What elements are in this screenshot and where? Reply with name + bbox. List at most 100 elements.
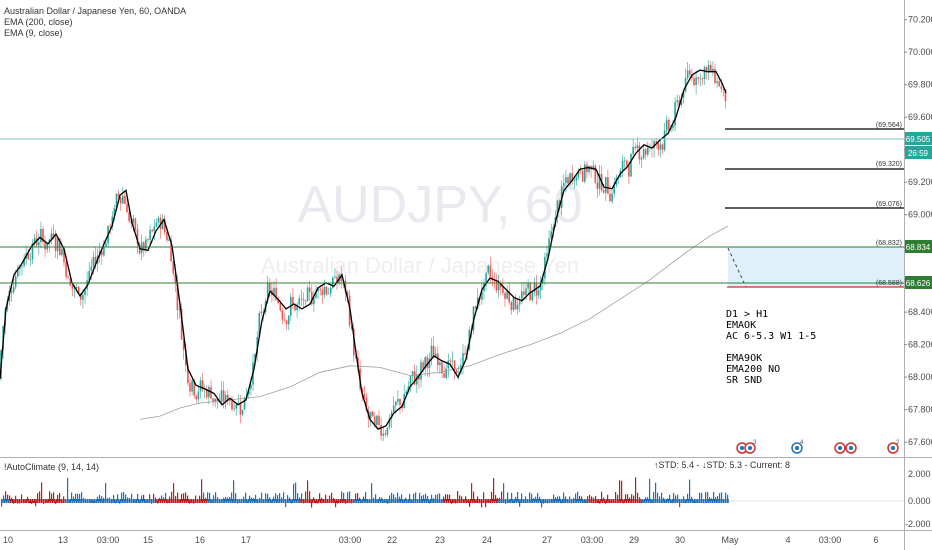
candle-body: [621, 160, 624, 171]
osc-baseline-dot: [289, 499, 291, 503]
candle-body: [128, 212, 130, 222]
osc-baseline-dot: [678, 499, 681, 503]
osc-baseline-dot: [390, 499, 393, 503]
osc-bar: [161, 495, 163, 501]
candle-body: [281, 310, 284, 320]
indicator-ema200-label[interactable]: EMA (200, close): [4, 17, 73, 27]
osc-bar: [59, 493, 61, 501]
osc-baseline-dot: [53, 499, 56, 503]
candle-body: [46, 242, 48, 250]
osc-baseline-dot: [172, 499, 175, 503]
osc-baseline-dot: [73, 499, 76, 503]
osc-bar: [591, 496, 593, 501]
candle-body: [344, 280, 347, 292]
osc-baseline-dot: [56, 499, 58, 503]
event-badges[interactable]: 3 4 2: [736, 440, 900, 454]
candle-body: [279, 303, 282, 311]
osc-baseline-dot: [663, 499, 665, 503]
osc-bar: [149, 494, 151, 501]
osc-baseline-dot: [293, 499, 296, 503]
osc-bar: [587, 496, 589, 501]
oscillator-title[interactable]: !AutoClimate (9, 14, 14): [4, 462, 99, 472]
candle-body: [663, 130, 666, 150]
candle-body: [65, 262, 67, 277]
candle-body: [313, 297, 315, 305]
candle-body: [720, 86, 723, 89]
osc-baseline-dot: [194, 499, 197, 503]
candle-body: [151, 229, 153, 232]
osc-bar: [431, 494, 433, 501]
candle-body: [134, 218, 137, 230]
osc-baseline-dot: [1, 499, 3, 503]
osc-baseline-dot: [284, 499, 287, 503]
osc-baseline-dot: [287, 499, 289, 503]
candle-body: [626, 160, 628, 166]
osc-baseline-dot: [595, 499, 597, 503]
candle-body: [722, 88, 725, 90]
candle-body: [500, 283, 502, 288]
osc-baseline-dot: [141, 499, 144, 503]
osc-bar: [199, 495, 201, 501]
osc-baseline-dot: [368, 499, 371, 503]
price-tick-label: 67.800: [908, 405, 932, 415]
osc-baseline-dot: [694, 499, 696, 503]
candle-body: [300, 298, 303, 300]
osc-baseline-dot: [603, 499, 606, 503]
osc-baseline-dot: [463, 499, 465, 503]
candle-body: [405, 391, 408, 395]
osc-bar: [243, 496, 245, 501]
osc-baseline-dot: [256, 499, 258, 503]
candle-body: [636, 145, 639, 149]
osc-baseline-dot: [599, 499, 602, 503]
osc-bar: [421, 495, 423, 501]
candle-body: [216, 398, 219, 402]
osc-baseline-dot: [29, 499, 32, 503]
osc-bar: [209, 492, 211, 501]
oscillator-readout: ↑STD: 5.4 - ↓STD: 5.3 - Current: 8: [654, 460, 790, 470]
osc-bar: [361, 501, 363, 503]
osc-baseline-dot: [449, 499, 452, 503]
price-tick-label: 68.200: [908, 340, 932, 350]
osc-bar: [99, 494, 101, 501]
osc-baseline-dot: [524, 499, 527, 503]
osc-bar: [331, 492, 333, 501]
candle-body: [323, 286, 326, 296]
osc-bar: [215, 492, 217, 501]
osc-bar: [721, 492, 723, 501]
osc-bar: [575, 493, 577, 501]
candle-body: [329, 288, 332, 294]
osc-baseline-dot: [465, 499, 467, 503]
osc-bar: [79, 494, 81, 501]
event-icon-dot: [838, 446, 842, 450]
candle-body: [214, 398, 216, 402]
candle-body: [710, 64, 712, 72]
osc-baseline-dot: [260, 499, 263, 503]
osc-bar: [63, 496, 65, 501]
time-tick-label: 13: [58, 535, 68, 545]
candle-body: [510, 302, 513, 310]
osc-baseline-dot: [509, 499, 511, 503]
osc-bar: [415, 492, 417, 501]
osc-baseline-dot: [238, 499, 241, 503]
candle-body: [592, 165, 594, 170]
osc-bar: [287, 495, 289, 501]
candle-body: [71, 285, 74, 289]
osc-baseline-dot: [564, 499, 566, 503]
time-axis[interactable]: 10 13 03:00 15 16 17 03:00 22 23 24 27 03:00 29 30 May…: [3, 535, 879, 545]
candle-body: [598, 173, 601, 189]
candle-body: [579, 170, 582, 171]
indicator-ema9-label[interactable]: EMA (9, close): [4, 28, 63, 38]
osc-baseline-dot: [507, 499, 509, 503]
osc-bar: [343, 492, 345, 501]
osc-baseline-dot: [3, 499, 5, 503]
osc-bar: [427, 496, 429, 501]
osc-baseline-dot: [31, 499, 34, 503]
osc-baseline-dot: [342, 499, 344, 503]
osc-baseline-dot: [518, 499, 520, 503]
osc-baseline-dot: [262, 499, 265, 503]
osc-baseline-dot: [170, 499, 173, 503]
symbol-title[interactable]: Australian Dollar / Japanese Yen, 60, OA…: [4, 6, 186, 16]
time-tick-label: 4: [785, 535, 790, 545]
demand-zone[interactable]: [728, 247, 904, 287]
